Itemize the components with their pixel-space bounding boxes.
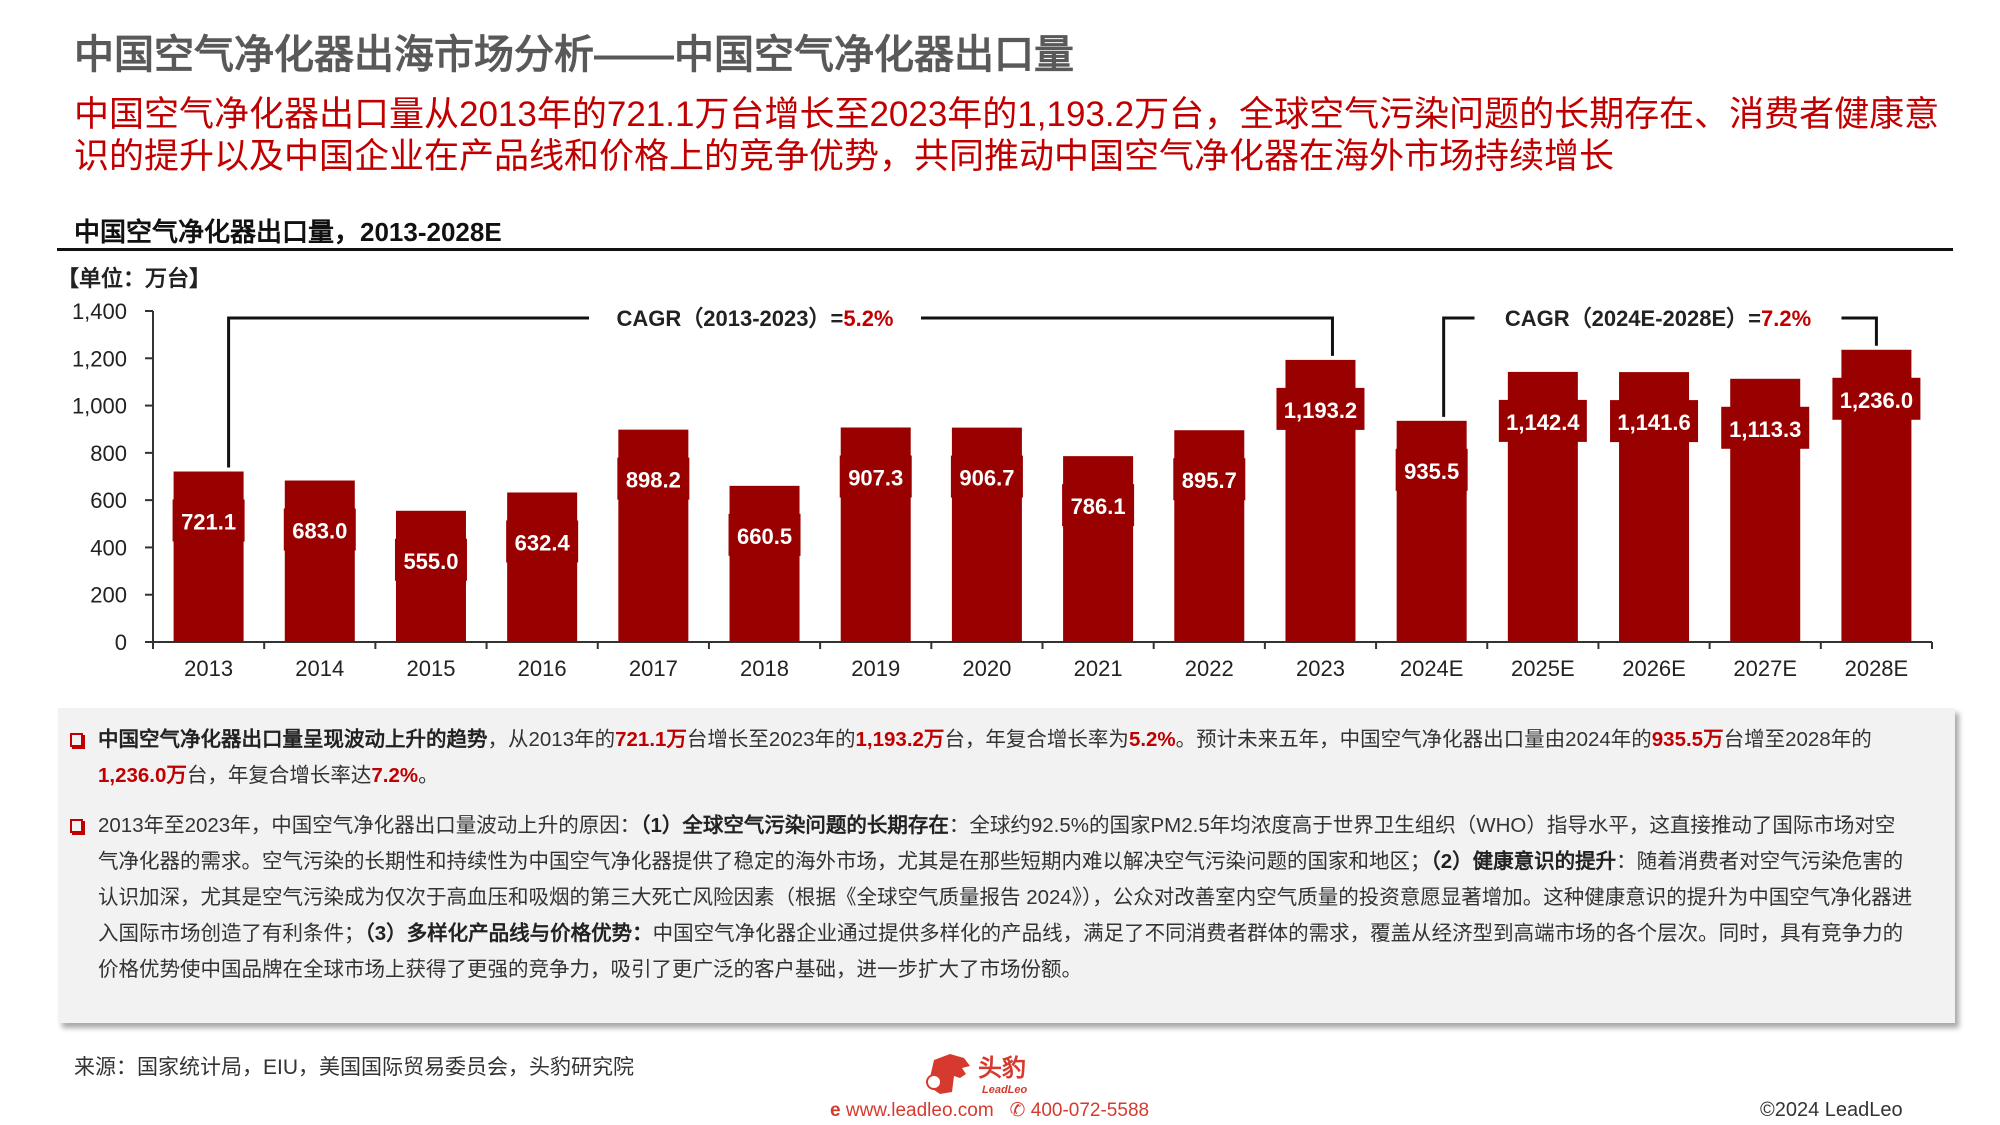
page-subtitle: 中国空气净化器出口量从2013年的721.1万台增长至2023年的1,193.2… (74, 95, 1940, 176)
x-tick-label: 2017 (629, 656, 678, 681)
bar-chart: 0 200 400 600 800 1,000 1,200 1,400 721.1 2013 683… (72, 299, 1933, 681)
data-label: 1,113.3 (1729, 417, 1801, 442)
bar (1063, 456, 1134, 642)
x-tick-label: 2028E (1845, 656, 1909, 681)
x-tick-label: 2013 (184, 656, 233, 681)
data-label: 898.2 (626, 468, 681, 493)
data-label-box (1498, 399, 1587, 442)
bullet-square-icon (70, 819, 83, 833)
x-tick-label: 2015 (406, 656, 455, 681)
cagr-bracket-left (1442, 316, 1475, 417)
notes-box: 中国空气净化器出口量呈现波动上升的趋势，从2013年的721.1万台增长至202… (58, 708, 1955, 1023)
website-link[interactable]: www.leadleo.com (845, 1100, 994, 1121)
cagr-annotation: CAGR（2024E-2028E）=7.2% (1505, 306, 1811, 331)
y-tick-label: 200 (90, 583, 127, 608)
y-tick-label: 1,400 (72, 299, 127, 324)
source-note: 来源：国家统计局，EIU，美国国际贸易委员会，头豹研究院 (74, 1056, 635, 1079)
y-tick-label: 0 (115, 630, 127, 655)
data-label: 683.0 (292, 519, 347, 544)
cagr-bracket-left (227, 316, 589, 468)
cagr-bracket-right (1841, 316, 1878, 346)
data-label: 907.3 (848, 465, 903, 490)
chart-title: 中国空气净化器出口量，2013-2028E (74, 217, 502, 247)
data-label-box (728, 513, 801, 556)
leadleo-logo: 头豹 LeadLeo (920, 1048, 1060, 1103)
data-label: 935.5 (1404, 459, 1459, 484)
data-label-box (1395, 448, 1468, 491)
x-tick-label: 2018 (740, 656, 789, 681)
x-tick-label: 2021 (1074, 656, 1123, 681)
bar (284, 480, 355, 642)
data-label-box (839, 455, 912, 498)
data-label-box (950, 455, 1023, 498)
note-2: 2013年至2023年，中国空气净化器出口量波动上升的原因：（1）全球空气污染问… (70, 808, 1915, 988)
copyright: ©2024 LeadLeo (1760, 1099, 1903, 1121)
data-label-box (1610, 400, 1699, 443)
contact-line: e www.leadleo.com ✆ 400-072-5588 (830, 1099, 1149, 1122)
note-1: 中国空气净化器出口量呈现波动上升的趋势，从2013年的721.1万台增长至202… (70, 722, 1915, 794)
x-tick-label: 2019 (851, 656, 900, 681)
data-label-box (617, 457, 690, 500)
data-label: 1,236.0 (1840, 388, 1913, 413)
bar (507, 492, 578, 642)
phone-number: 400-072-5588 (1030, 1100, 1150, 1121)
phone-icon: ✆ (1009, 1100, 1026, 1121)
data-label: 555.0 (403, 549, 458, 574)
cagr-bracket-right (921, 316, 1334, 356)
y-tick-label: 1,200 (72, 346, 127, 371)
page-title: 中国空气净化器出海市场分析——中国空气净化器出口量 (74, 33, 1074, 77)
data-label-box (1173, 458, 1246, 501)
data-label: 895.7 (1182, 468, 1237, 493)
y-tick-label: 600 (90, 488, 127, 513)
y-tick-label: 1,000 (72, 394, 127, 419)
bar (729, 485, 800, 642)
x-tick-label: 2022 (1185, 656, 1234, 681)
x-tick-label: 2020 (962, 656, 1011, 681)
data-label: 1,142.4 (1506, 410, 1580, 435)
data-label-box (283, 508, 356, 551)
y-tick-label: 800 (90, 441, 127, 466)
data-label-box (394, 538, 467, 581)
x-tick-label: 2014 (295, 656, 344, 681)
data-label: 632.4 (515, 530, 571, 555)
bar (173, 471, 244, 642)
data-label-box (1276, 387, 1365, 430)
x-tick-label: 2027E (1733, 656, 1797, 681)
x-tick-label: 2026E (1622, 656, 1686, 681)
x-tick-label: 2023 (1296, 656, 1345, 681)
x-tick-label: 2024E (1400, 656, 1464, 681)
svg-text:LeadLeo: LeadLeo (982, 1084, 1028, 1096)
data-label: 721.1 (181, 510, 236, 535)
data-label-box (506, 520, 579, 563)
data-label: 660.5 (737, 524, 792, 549)
data-label-box (1062, 484, 1135, 527)
data-label: 786.1 (1071, 494, 1126, 519)
web-icon: e (830, 1100, 841, 1121)
x-tick-label: 2025E (1511, 656, 1575, 681)
data-label: 1,193.2 (1284, 398, 1357, 423)
data-label-box (1721, 406, 1810, 449)
leopard-logo-icon: 头豹 LeadLeo (926, 1054, 1028, 1096)
x-tick-label: 2016 (518, 656, 567, 681)
y-tick-label: 400 (90, 535, 127, 560)
cagr-annotation: CAGR（2013-2023）=5.2% (617, 306, 894, 331)
data-label-box (172, 499, 245, 542)
data-label-box (1832, 377, 1921, 420)
svg-text:头豹: 头豹 (978, 1054, 1026, 1082)
unit-label: 【单位：万台】 (57, 266, 212, 291)
bullet-square-icon (70, 733, 83, 747)
title-divider (57, 248, 1953, 251)
data-label: 906.7 (959, 466, 1014, 491)
data-label: 1,141.6 (1617, 410, 1690, 435)
